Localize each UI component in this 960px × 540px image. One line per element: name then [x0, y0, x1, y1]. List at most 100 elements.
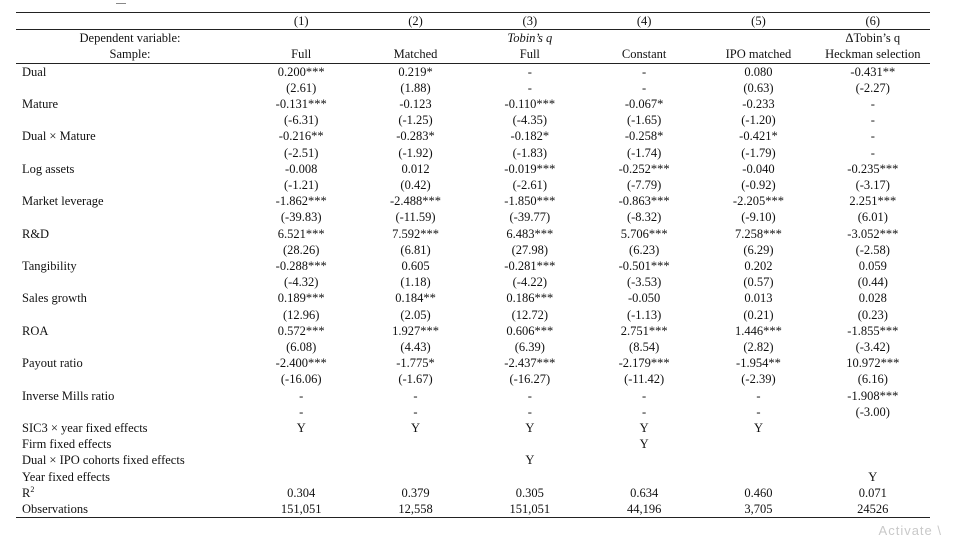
t-statistic-cell: (-4.35): [512, 113, 548, 128]
coefficient-cell: 1.446***: [735, 323, 782, 338]
t-statistic-row: (-4.32) (1.18) (-4.22) (-3.53) (0.57) (0.44): [16, 274, 930, 290]
fixed-effects-cell: [701, 469, 815, 485]
fixed-effects-cell: Y: [639, 421, 649, 436]
variable-label: R&D: [22, 226, 50, 241]
coefficient-row: Market leverage -1.862*** -2.488*** -1.850*…: [16, 193, 930, 209]
t-statistic-cell: (-4.32): [284, 275, 319, 290]
fixed-effects-cell: [358, 452, 472, 468]
t-statistic-cell: (-1.21): [284, 178, 319, 193]
coefficient-cell: 0.606***: [506, 323, 554, 338]
coefficient-cell: -0.863***: [618, 194, 670, 209]
dependent-variable-value: [358, 29, 473, 47]
dependent-variable-label: Dependent variable:: [16, 29, 245, 47]
t-statistic-cell: (12.96): [282, 307, 320, 322]
t-statistic-cell: (27.98): [511, 242, 549, 257]
coefficient-cell: -0.182*: [510, 129, 550, 144]
coefficient-cell: -0.235***: [847, 161, 899, 176]
coefficient-row: Inverse Mills ratio - - - - - -1.908***: [16, 388, 930, 404]
observations-label: Observations: [16, 501, 245, 519]
fixed-effects-cell: [244, 469, 358, 485]
t-statistic-cell: (0.44): [857, 275, 888, 290]
dependent-variable-value: ΔTobin’s q: [815, 29, 930, 47]
coefficient-cell: 0.028: [858, 291, 887, 306]
observations-cell: 44,196: [586, 501, 702, 519]
t-statistic-cell: (-11.42): [624, 372, 665, 387]
t-statistic-row: (-6.31) (-1.25) (-4.35) (-1.65) (-1.20) -: [16, 112, 930, 128]
fixed-effects-cell: Y: [296, 421, 306, 436]
observations-cell: 24526: [815, 501, 930, 519]
fixed-effects-label: Firm fixed effects: [22, 437, 112, 452]
t-statistic-cell: (1.18): [400, 275, 431, 290]
coefficient-cell: -2.488***: [389, 194, 442, 209]
coefficient-cell: -: [413, 388, 418, 403]
t-statistic-cell: -: [299, 404, 304, 419]
coefficient-cell: -2.437***: [504, 356, 556, 371]
coefficient-cell: -0.040: [742, 161, 775, 176]
fixed-effects-cell: [587, 469, 701, 485]
observations-row: Observations 151,051 12,558 151,051 44,196 3,…: [16, 501, 930, 519]
t-statistic-cell: (-2.61): [512, 178, 548, 193]
coefficient-cell: -0.123: [399, 97, 432, 112]
t-statistic-cell: (-1.74): [626, 145, 662, 160]
coefficient-cell: 0.059: [858, 259, 887, 274]
t-statistic-cell: (-3.00): [855, 404, 890, 419]
coefficient-cell: -1.850***: [504, 194, 556, 209]
coefficient-cell: 0.200***: [277, 64, 325, 79]
dependent-variable-value: Tobin’s q: [472, 29, 587, 47]
t-statistic-cell: (-2.58): [855, 242, 890, 257]
t-statistic-cell: (-3.17): [855, 178, 890, 193]
t-statistic-cell: (6.08): [286, 340, 317, 355]
coefficient-row: Tangibility -0.288*** 0.605 -0.281*** -0.501…: [16, 258, 930, 274]
fixed-effects-label: SIC3 × year fixed effects: [22, 421, 148, 436]
fixed-effects-row: SIC3 × year fixed effects Y Y Y Y Y: [16, 420, 930, 436]
coefficient-cell: -2.179***: [618, 356, 670, 371]
t-statistic-cell: (-39.83): [280, 210, 322, 225]
fixed-effects-cell: [701, 452, 815, 468]
t-statistic-cell: (-8.32): [626, 210, 662, 225]
fixed-effects-cell: [816, 452, 930, 468]
coefficient-cell: -: [870, 97, 875, 112]
column-number: (2): [358, 11, 473, 30]
coefficient-cell: 0.189***: [277, 291, 325, 306]
t-statistic-cell: -: [642, 404, 647, 419]
fixed-effects-cell: [816, 420, 930, 436]
variable-label: ROA: [22, 323, 49, 338]
t-statistic-row: - - - - - (-3.00): [16, 404, 930, 420]
sample-value: Constant: [586, 46, 702, 64]
coefficient-cell: -0.501***: [618, 259, 670, 274]
coefficient-cell: -1.855***: [847, 323, 899, 338]
fixed-effects-cell: [358, 436, 472, 452]
t-statistic-cell: (-3.53): [626, 275, 662, 290]
t-statistic-cell: (6.01): [857, 210, 888, 225]
fixed-effects-label: Year fixed effects: [22, 469, 111, 484]
t-statistic-row: (-2.51) (-1.92) (-1.83) (-1.74) (-1.79) -: [16, 145, 930, 161]
column-number: (5): [701, 11, 816, 30]
column-number: (6): [815, 11, 930, 30]
activate-watermark: Activate \: [878, 523, 942, 538]
sample-value: IPO matched: [701, 46, 816, 64]
t-statistic-cell: (2.61): [286, 80, 317, 95]
coefficient-cell: 6.521***: [277, 226, 325, 241]
coefficient-cell: 10.972***: [846, 356, 900, 371]
coefficient-cell: 0.184**: [395, 291, 436, 306]
t-statistic-cell: (1.88): [400, 80, 431, 95]
t-statistic-cell: (-1.65): [626, 113, 662, 128]
t-statistic-cell: (-1.25): [398, 113, 433, 128]
t-statistic-row: (2.61) (1.88) - - (0.63) (-2.27): [16, 80, 930, 96]
coefficient-cell: -: [642, 388, 647, 403]
t-statistic-cell: (28.26): [282, 242, 320, 257]
coefficient-row: Sales growth 0.189*** 0.184** 0.186*** -0.05…: [16, 290, 930, 306]
fixed-effects-cell: Y: [639, 437, 649, 452]
t-statistic-row: (-16.06) (-1.67) (-16.27) (-11.42) (-2.39) (6…: [16, 371, 930, 387]
coefficient-cell: 0.605: [401, 259, 430, 274]
coefficient-cell: -1.908***: [847, 388, 899, 403]
t-statistic-cell: (-1.92): [398, 145, 433, 160]
dependent-variable-value: [586, 29, 702, 47]
coefficient-cell: -0.216**: [278, 129, 324, 144]
coefficient-cell: -: [527, 64, 532, 79]
t-statistic-cell: (-1.20): [741, 113, 776, 128]
r-squared-cell: 0.634: [630, 485, 659, 500]
t-statistic-cell: (-2.39): [741, 372, 776, 387]
variable-label: Inverse Mills ratio: [22, 388, 115, 403]
t-statistic-cell: (-9.10): [741, 210, 776, 225]
